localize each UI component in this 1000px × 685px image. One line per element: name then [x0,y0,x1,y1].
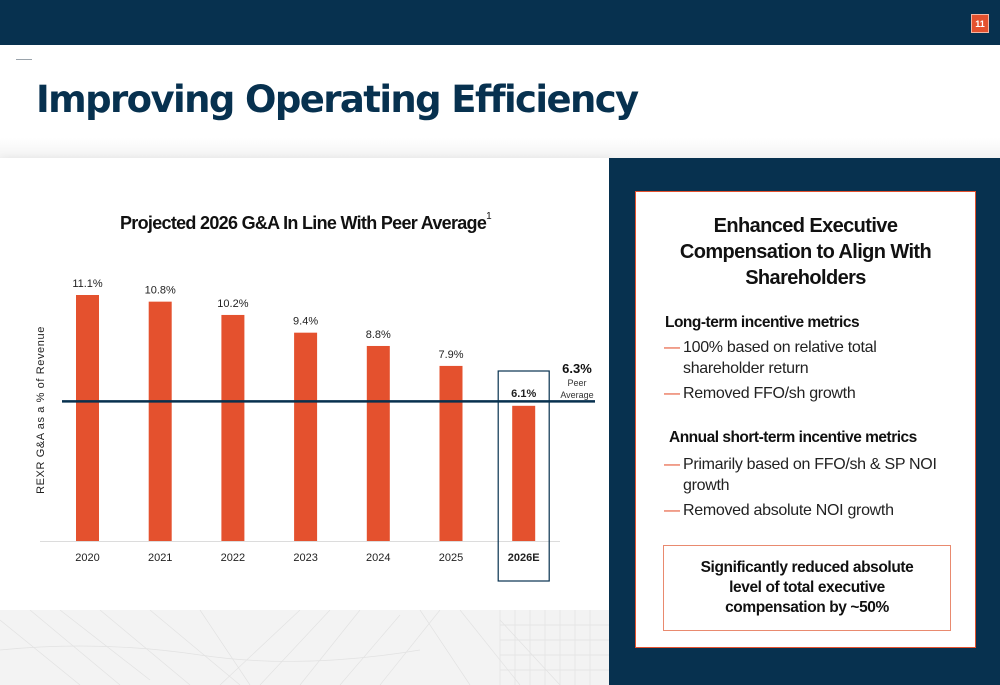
bar-chart: 11.1% 2020 10.8% 2021 10.2% 2022 9.4% 2023 8.8% 2… [40,278,595,582]
page-number-badge: 11 [971,14,989,33]
header-band [0,138,1000,160]
bullet-text: Removed FFO/sh growth [683,385,856,402]
bar-2026E [512,405,536,541]
list-item: — Primarily based on FFO/sh & SP NOI grow… [664,454,943,496]
x-tick-2023: 2023 [293,552,317,564]
dash-icon: — [664,456,680,473]
x-tick-2021: 2021 [148,552,172,564]
map-lines [0,610,609,685]
data-label-2026E: 6.1% [511,388,536,400]
bullet-text: Primarily based on FFO/sh & SP NOI growt… [683,456,937,494]
compensation-card: Enhanced Executive Compensation to Align… [635,191,976,648]
bar-2023 [294,332,318,541]
peer-average-label-line1: Peer [567,378,586,388]
map-texture [0,610,609,685]
list-item: — Removed FFO/sh growth [664,383,933,404]
section-heading-short-term: Annual short-term incentive metrics [669,429,917,446]
list-item: — Removed absolute NOI growth [664,500,943,521]
section-marker [16,59,32,60]
x-tick-2024: 2024 [366,552,390,564]
bar-2024 [366,345,390,541]
data-label-2023: 9.4% [293,316,318,328]
section-heading-long-term: Long-term incentive metrics [665,314,860,331]
data-label-2022: 10.2% [217,298,248,310]
dash-icon: — [664,339,680,356]
card-title: Enhanced Executive Compensation to Align… [679,215,932,289]
x-tick-2025: 2025 [439,552,463,564]
list-item: —100% based on relative total shareholde… [664,337,913,379]
bullet-text: Removed absolute NOI growth [683,502,894,519]
chart-title: Projected 2026 G&A In Line With Peer Ave… [120,211,492,234]
x-tick-2026E: 2026E [508,552,540,564]
page-title: Improving Operating Efficiency [36,78,639,121]
bar-2025 [439,365,463,541]
bar-2021 [148,301,172,541]
bullet-text: 100% based on relative total shareholder… [683,339,877,377]
data-label-2025: 7.9% [438,349,463,361]
x-tick-2020: 2020 [75,552,99,564]
bar-2022 [221,314,245,541]
footnote-marker: 1 [486,211,492,222]
chart-title-text: Projected 2026 G&A In Line With Peer Ave… [120,213,487,233]
top-bar: 11 [0,0,1000,45]
data-label-2024: 8.8% [366,329,391,341]
data-label-2021: 10.8% [145,285,176,297]
highlight-frame [497,370,550,582]
x-tick-2022: 2022 [221,552,245,564]
data-label-2020: 11.1% [72,278,103,290]
peer-average-value: 6.3% [562,361,592,376]
highlight-box: Significantly reduced absolute level of … [663,545,951,631]
peer-average-label-line2: Average [560,390,593,400]
dash-icon: — [664,502,680,519]
dash-icon: — [664,385,680,402]
bar-2020 [76,295,99,541]
